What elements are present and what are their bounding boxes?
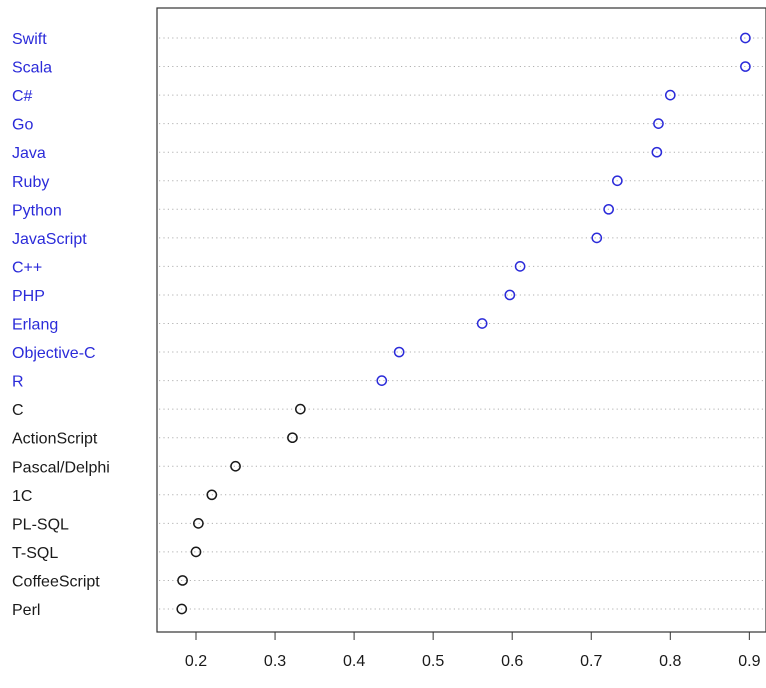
data-point: [653, 118, 664, 130]
category-label: 1C: [12, 488, 32, 505]
data-point: [611, 175, 623, 187]
x-tick-label: 0.5: [422, 653, 444, 670]
data-point: [376, 375, 388, 386]
category-label: R: [12, 374, 24, 391]
category-label: C#: [12, 88, 33, 105]
data-point: [504, 289, 516, 301]
plot-frame: [156, 7, 766, 633]
data-point: [230, 460, 241, 472]
category-labels: Swift Scala C# Go Java Ruby Python JavaScript C+…: [12, 31, 110, 619]
data-point: [177, 575, 188, 586]
category-label: Ruby: [12, 174, 49, 191]
data-point: [603, 203, 614, 215]
data-point: [206, 489, 218, 501]
category-label: Erlang: [12, 317, 58, 334]
category-label: Go: [12, 117, 33, 134]
data-point: [193, 518, 204, 529]
data-point: [740, 32, 751, 44]
x-axis: 0.2 0.3 0.4 0.5 0.6 0.7 0.8 0.9: [185, 631, 761, 670]
category-label: C++: [12, 259, 42, 276]
category-label: PHP: [12, 288, 45, 305]
category-label: Python: [12, 202, 62, 219]
data-point: [591, 232, 603, 244]
data-points: [176, 32, 751, 615]
x-tick-label: 0.8: [659, 653, 681, 670]
grid-lines: [159, 37, 766, 610]
category-label: C: [12, 402, 24, 419]
x-tick-label: 0.9: [738, 653, 760, 670]
data-point: [664, 89, 676, 101]
category-label: ActionScript: [12, 431, 98, 448]
data-point: [393, 346, 405, 358]
category-label: Swift: [12, 31, 47, 48]
category-label: T-SQL: [12, 545, 58, 562]
category-label: CoffeeScript: [12, 573, 100, 590]
category-label: Java: [12, 145, 46, 162]
data-point: [514, 261, 526, 272]
x-tick-label: 0.6: [501, 653, 523, 670]
data-point: [651, 146, 663, 158]
x-tick-label: 0.7: [580, 653, 602, 670]
data-point: [287, 432, 298, 444]
category-label: Scala: [12, 60, 52, 77]
category-label: Pascal/Delphi: [12, 459, 110, 476]
x-tick-label: 0.2: [185, 653, 207, 670]
data-point: [190, 546, 202, 558]
data-point: [476, 318, 488, 329]
data-point: [176, 603, 188, 615]
category-label: PL-SQL: [12, 516, 69, 533]
category-label: JavaScript: [12, 231, 87, 248]
data-point: [740, 61, 751, 72]
category-label: Objective-C: [12, 345, 96, 362]
x-tick-label: 0.4: [343, 653, 365, 670]
x-tick-label: 0.3: [264, 653, 286, 670]
data-point: [294, 403, 306, 415]
category-label: Perl: [12, 602, 40, 619]
